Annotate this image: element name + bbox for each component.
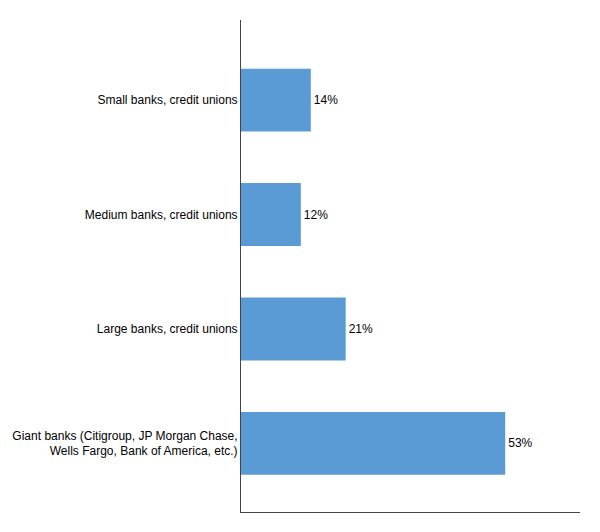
svg-text:53%: 53% xyxy=(508,436,532,450)
svg-text:Small banks, credit unions: Small banks, credit unions xyxy=(98,93,238,107)
svg-text:14%: 14% xyxy=(314,93,338,107)
svg-text:Large banks, credit unions: Large banks, credit unions xyxy=(97,322,238,336)
svg-text:Medium banks, credit unions: Medium banks, credit unions xyxy=(85,208,238,222)
svg-text:21%: 21% xyxy=(349,322,373,336)
svg-text:12%: 12% xyxy=(304,208,328,222)
svg-text:Giant banks (Citigroup, JP Mor: Giant banks (Citigroup, JP Morgan Chase,… xyxy=(12,429,237,459)
